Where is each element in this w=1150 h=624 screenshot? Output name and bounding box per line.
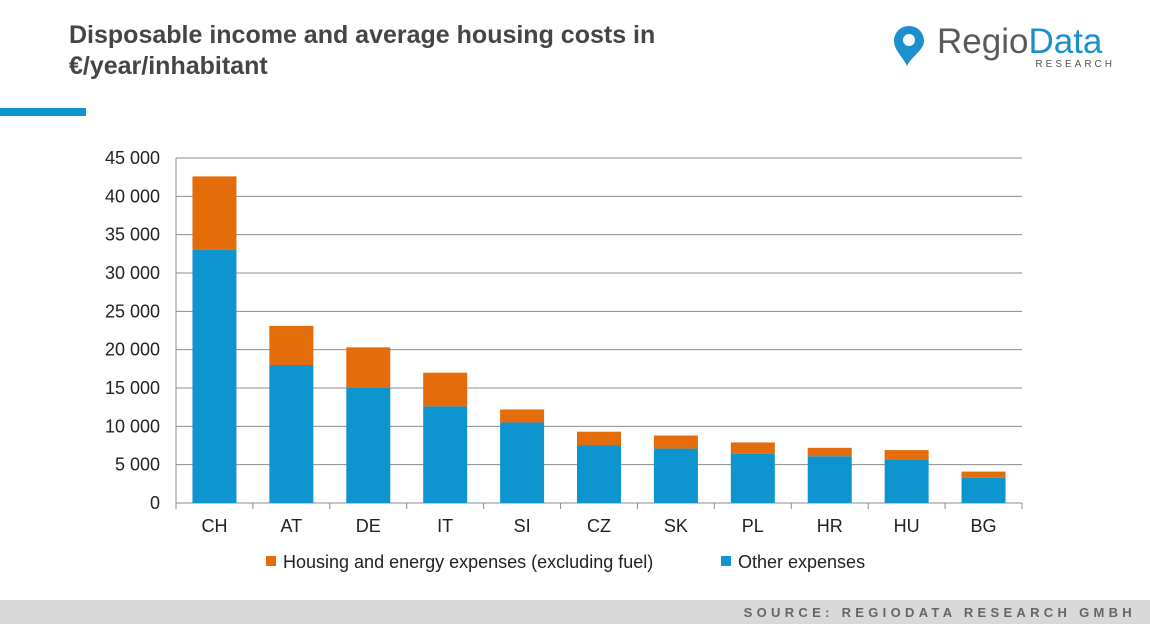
bar-other-si (500, 422, 545, 503)
logo-subtitle: RESEARCH (1035, 59, 1115, 70)
bar-other-at (269, 365, 314, 503)
x-tick-label: DE (356, 516, 381, 536)
accent-bar (0, 108, 86, 116)
y-tick-label: 40 000 (105, 186, 160, 206)
legend-housing-label: Housing and energy expenses (excluding f… (283, 552, 653, 572)
bar-housing-si (500, 409, 545, 423)
logo-word-data: Data (1028, 22, 1103, 61)
source-note: SOURCE: REGIODATA RESEARCH GMBH (743, 605, 1136, 620)
bar-other-pl (730, 453, 775, 503)
bar-other-hu (884, 459, 929, 503)
x-tick-label: HR (817, 516, 843, 536)
bar-other-bg (961, 477, 1006, 503)
logo-word-regio: Regio (937, 22, 1029, 61)
x-tick-label: AT (281, 516, 303, 536)
y-tick-label: 25 000 (105, 301, 160, 321)
bar-housing-bg (961, 471, 1006, 478)
x-tick-label: CZ (587, 516, 611, 536)
bar-housing-pl (730, 442, 775, 454)
map-pin-icon (894, 26, 924, 66)
y-tick-label: 15 000 (105, 378, 160, 398)
y-tick-label: 30 000 (105, 263, 160, 283)
bar-other-cz (577, 445, 621, 503)
bar-other-de (346, 387, 391, 503)
x-tick-label: CH (201, 516, 227, 536)
y-tick-label: 0 (150, 493, 160, 513)
y-tick-label: 10 000 (105, 416, 160, 436)
legend-other-swatch (721, 556, 731, 566)
x-tick-label: HU (894, 516, 920, 536)
y-tick-label: 5 000 (115, 455, 160, 475)
x-tick-label: SK (664, 516, 688, 536)
y-tick-label: 45 000 (105, 148, 160, 168)
regiodata-logo: RegioData RESEARCH (893, 22, 1123, 74)
x-tick-label: PL (742, 516, 764, 536)
bar-housing-ch (192, 176, 237, 250)
bar-housing-hr (807, 447, 852, 457)
bar-other-hr (807, 456, 852, 503)
bar-housing-it (423, 372, 468, 407)
chart-title: Disposable income and average housing co… (69, 21, 656, 80)
y-tick-label: 20 000 (105, 340, 160, 360)
stacked-bar-chart: 0 5 000 10 000 15 000 20 000 25 000 30 000 35 0… (105, 148, 1023, 572)
bar-housing-hu (884, 450, 929, 460)
footer-bar: SOURCE: REGIODATA RESEARCH GMBH (0, 600, 1150, 624)
bar-other-it (423, 406, 468, 503)
x-tick-label: IT (437, 516, 453, 536)
bar-housing-de (346, 347, 391, 388)
bar-other-ch (192, 249, 237, 503)
bar-other-sk (653, 448, 698, 503)
x-tick-label: BG (971, 516, 997, 536)
legend-other-label: Other expenses (738, 552, 865, 572)
legend-housing-swatch (266, 556, 276, 566)
bar-housing-cz (577, 431, 621, 446)
bar-housing-at (269, 325, 314, 365)
logo-text: RegioData (937, 22, 1102, 62)
y-tick-label: 35 000 (105, 225, 160, 245)
x-tick-label: SI (514, 516, 531, 536)
bar-housing-sk (653, 435, 698, 449)
